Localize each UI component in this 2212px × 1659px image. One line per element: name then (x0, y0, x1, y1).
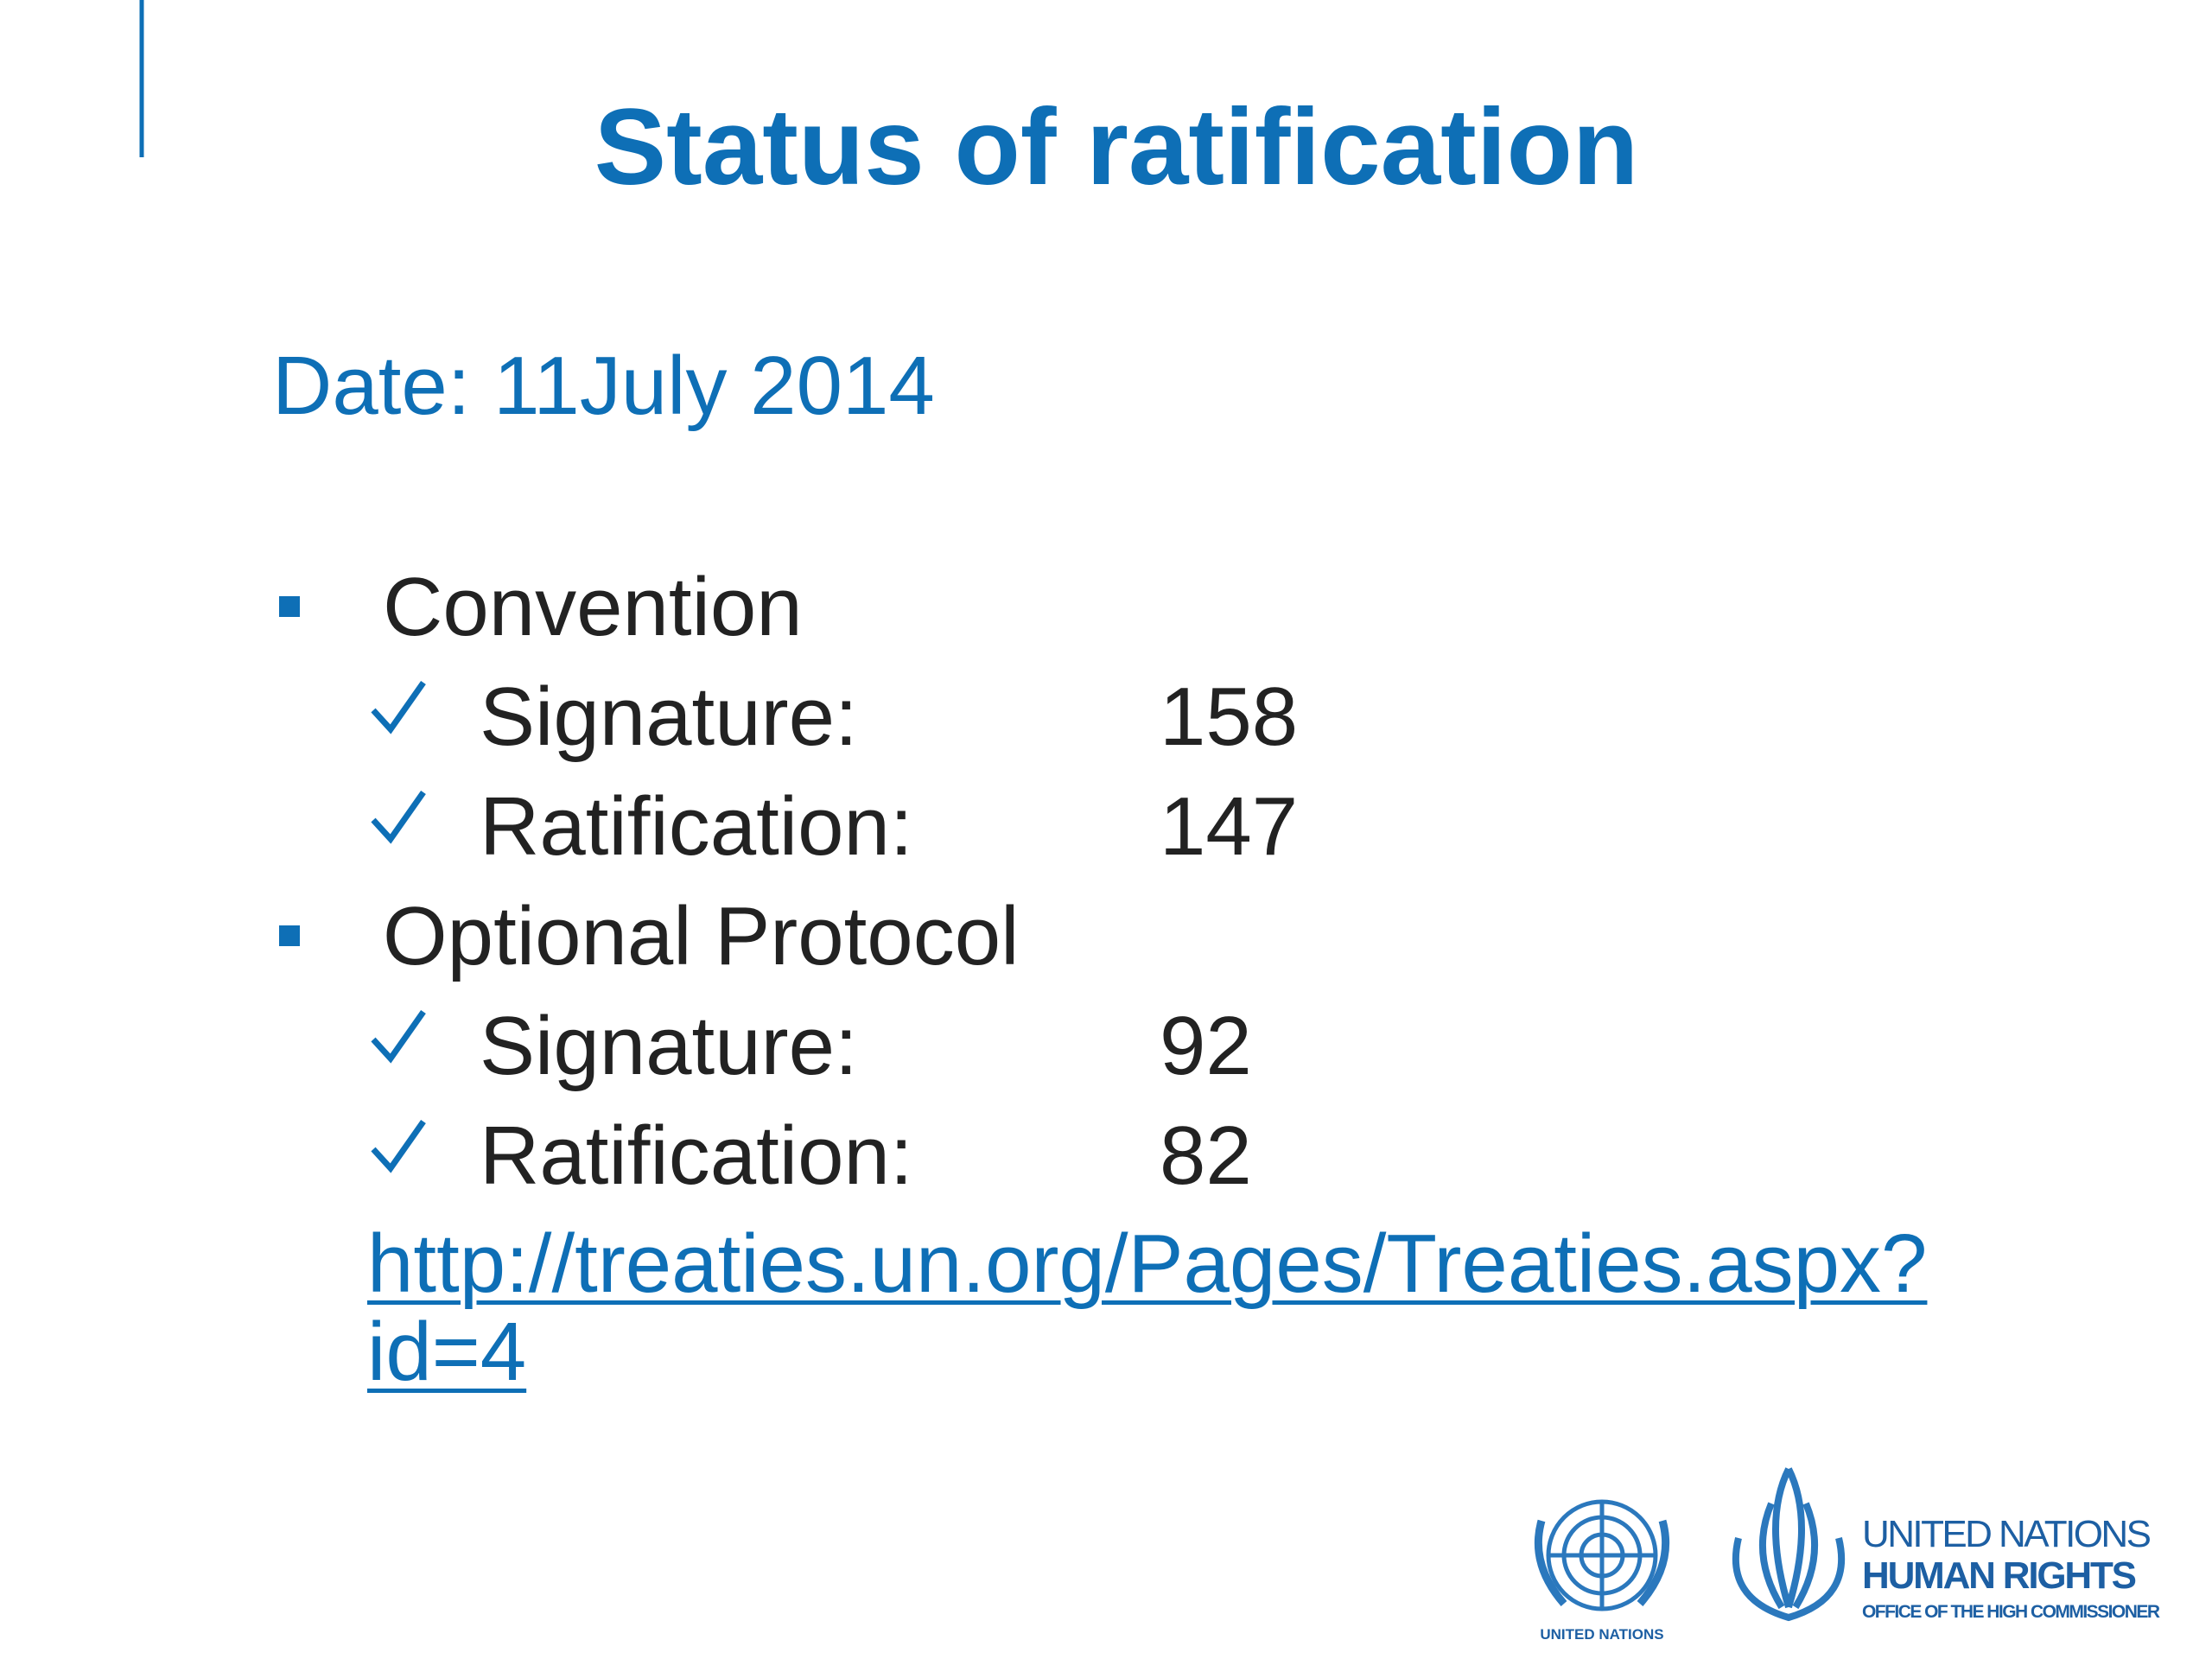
ohchr-line2: HUMAN RIGHTS (1862, 1554, 2137, 1597)
section-name: Convention (383, 561, 803, 653)
ohchr-line1: UNITED NATIONS (1862, 1513, 2152, 1555)
status-list: Convention Signature: 158 Ratification: 147 O… (279, 561, 1298, 1202)
check-icon (371, 790, 426, 844)
check-icon (371, 1119, 426, 1173)
item-value: 82 (1160, 1109, 1252, 1202)
item-label: Ratification: (480, 1109, 913, 1202)
bullet (279, 596, 300, 617)
title: Status of ratification (594, 87, 1638, 207)
item-value: 147 (1160, 780, 1298, 873)
treaty-link[interactable]: http://treaties.un.org/Pages/Treaties.as… (367, 1217, 1928, 1398)
un-logo (1534, 1499, 1670, 1611)
item-label: Signature: (480, 1000, 858, 1092)
ohchr-logo (1732, 1467, 1846, 1622)
check-icon (371, 680, 426, 734)
item-value: 158 (1160, 671, 1298, 763)
item-value: 92 (1160, 1000, 1252, 1092)
check-icon (371, 1009, 426, 1064)
item-label: Signature: (480, 671, 858, 763)
un-caption: UNITED NATIONS (1540, 1626, 1663, 1643)
bullet (279, 925, 300, 946)
ohchr-line3: OFFICE OF THE HIGH COMMISSIONER (1862, 1602, 2160, 1622)
section-name: Optional Protocol (383, 890, 1019, 982)
date: Date: 11July 2014 (272, 340, 935, 432)
item-label: Ratification: (480, 780, 913, 873)
